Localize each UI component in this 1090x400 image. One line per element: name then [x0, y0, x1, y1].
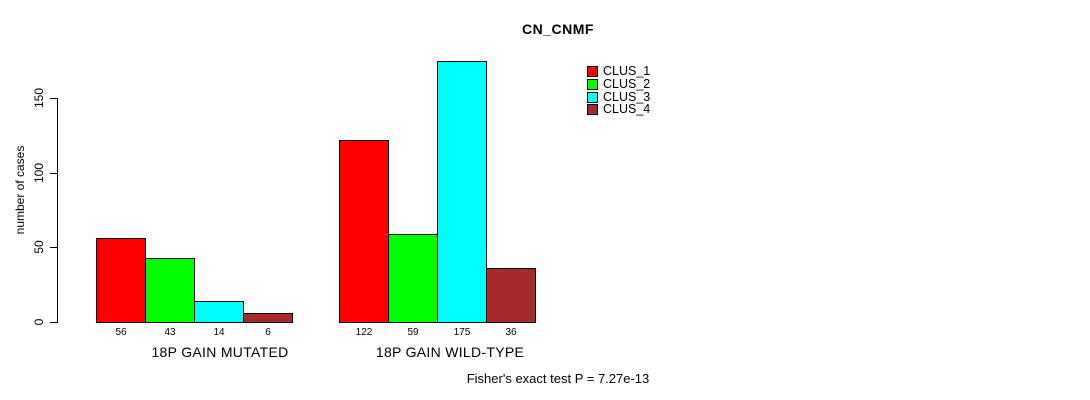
bar-value-label: 6: [265, 327, 271, 338]
fisher-test-annotation: Fisher's exact test P = 7.27e-13: [466, 371, 650, 386]
bar-clus_2-group1: [145, 258, 195, 323]
legend-label-clus_3: CLUS_3: [603, 89, 651, 104]
bar-clus_3-group1: [194, 301, 244, 323]
y-axis-line: [57, 98, 58, 323]
y-axis-tick-label: 150: [32, 87, 46, 109]
legend-label-clus_2: CLUS_2: [603, 76, 651, 91]
bar-value-label: 36: [505, 327, 517, 338]
x-axis-group-label: 18P GAIN WILD-TYPE: [375, 344, 525, 360]
bar-value-label: 122: [355, 327, 373, 338]
bar-value-label: 43: [164, 327, 176, 338]
legend-swatch-clus_1: [587, 66, 598, 77]
chart-title: CN_CNMF: [522, 21, 594, 37]
y-axis-tick: [50, 98, 57, 99]
y-axis-tick-label: 100: [32, 162, 46, 184]
y-axis-tick: [50, 173, 57, 174]
bar-clus_1-group1: [96, 238, 146, 323]
y-axis-tick-label: 0: [32, 318, 46, 326]
legend-swatch-clus_3: [587, 91, 598, 103]
bar-value-label: 175: [453, 327, 471, 338]
bar-clus_4-group2: [486, 268, 536, 323]
legend-label-clus_4: CLUS_4: [603, 102, 651, 117]
bar-clus_2-group2: [388, 234, 438, 323]
bar-clus_3-group2: [437, 61, 487, 323]
bar-value-label: 56: [115, 327, 127, 338]
y-axis-tick: [50, 247, 57, 248]
y-axis-tick-label: 50: [32, 240, 46, 254]
y-axis-tick: [50, 322, 57, 323]
bar-value-label: 14: [213, 327, 225, 338]
bar-value-label: 59: [407, 327, 419, 338]
legend-label-clus_1: CLUS_1: [603, 64, 651, 78]
bar-clus_4-group1: [243, 313, 293, 323]
legend-swatch-clus_4: [587, 104, 598, 116]
x-axis-group-label: 18P GAIN MUTATED: [151, 344, 289, 360]
bar-clus_1-group2: [339, 140, 389, 323]
legend-swatch-clus_2: [587, 78, 598, 90]
